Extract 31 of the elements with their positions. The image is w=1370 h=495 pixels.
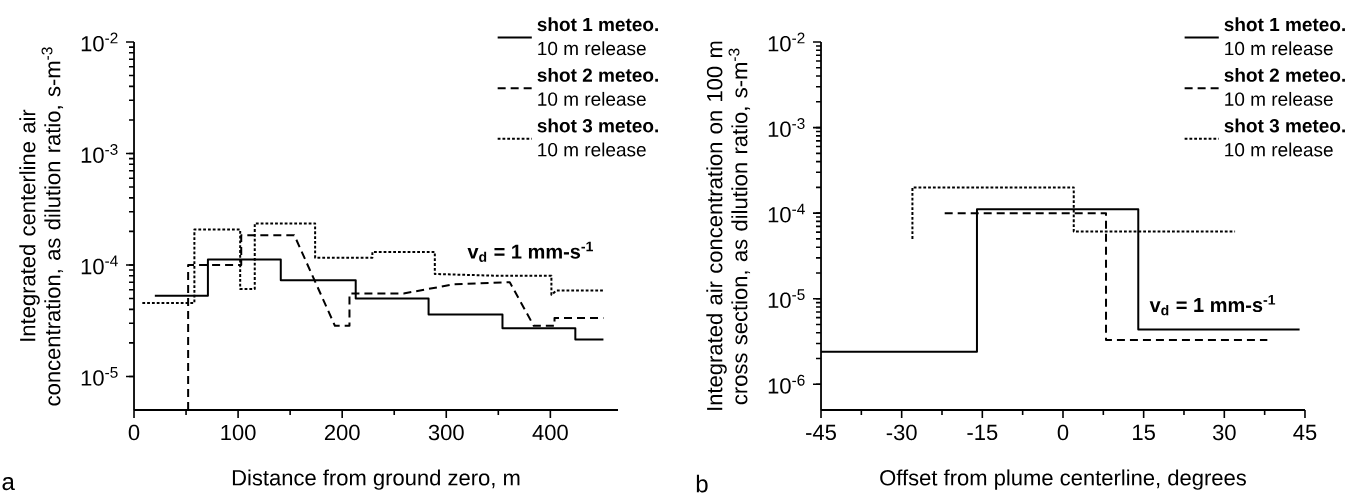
- x-tick-label: 0: [1057, 424, 1069, 441]
- y-tick-label: 10$^{-3}$: [81, 144, 118, 163]
- text: b: [696, 474, 708, 493]
- y-tick-label: 10$^{-4}$: [81, 255, 118, 275]
- x-tick-label: -45: [806, 424, 836, 441]
- x-tick-label: 200: [324, 424, 360, 441]
- y-tick-label: 10$^{-5}$: [81, 367, 118, 386]
- y-tick-label: 10$^{-6}$: [768, 374, 805, 394]
- annotation: v$_{d}$ = 1 mm-s$^{-1}$: [1149, 294, 1276, 316]
- annotation: v$_{d}$ = 1 mm-s$^{-1}$: [467, 241, 593, 262]
- x-tick-label: 300: [428, 424, 464, 441]
- y-tick-label: 10$^{-4}$: [768, 203, 805, 223]
- legend-label: shot 3 meteo. 10 m release: [1224, 118, 1345, 157]
- x-axis-title: Offset from plume centerline, degrees: [880, 469, 1246, 490]
- y-tick-label: 10$^{-2}$: [81, 32, 118, 52]
- x-tick-label: 100: [221, 424, 256, 441]
- x-tick-label: 15: [1133, 424, 1155, 441]
- x-tick-label: 400: [532, 424, 568, 441]
- y-tick-label: 10$^{-2}$: [768, 32, 805, 52]
- y-axis-title: Integrated air concentration on 100 m cross section, as dilution ratio, s-m$^{-3}$: [706, 41, 751, 410]
- y-tick-label: 10$^{-5}$: [768, 289, 805, 309]
- x-tick-label: 45: [1293, 424, 1317, 441]
- y-axis-title: Integrated centerline air concentration, as dilution ratio, s-m$^{-3}$: [19, 47, 64, 406]
- legend-label: shot 3 meteo. 10 m release: [537, 118, 658, 157]
- x-tick-label: -30: [886, 424, 917, 441]
- text: a: [2, 477, 15, 491]
- y-tick-label: 10$^{-3}$: [768, 118, 805, 138]
- x-tick-label: -15: [967, 424, 998, 441]
- x-tick-label: 0: [128, 424, 140, 441]
- x-tick-label: 30: [1212, 424, 1236, 441]
- x-axis-title: Distance from ground zero, m: [232, 469, 520, 490]
